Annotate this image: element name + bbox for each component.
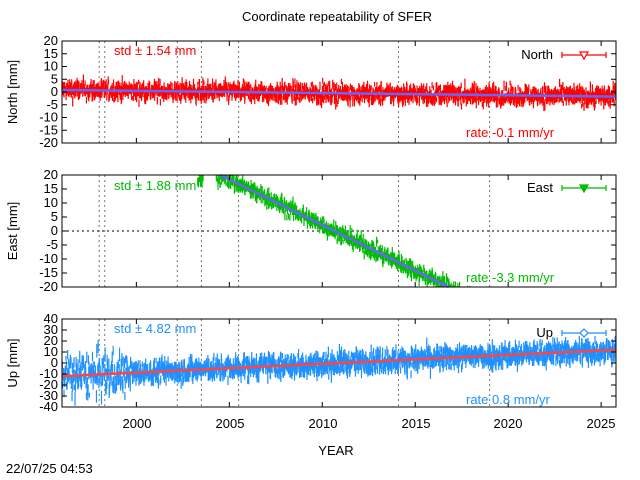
trend-line bbox=[61, 88, 617, 98]
y-tick-label: -20 bbox=[39, 279, 58, 294]
up-legend-symbol bbox=[561, 328, 607, 338]
y-tick-label: 10 bbox=[44, 59, 58, 74]
up-rate-label: rate 0.8 mm/yr bbox=[466, 392, 550, 407]
x-axis: 2000 2005 2010 2015 2020 2025 bbox=[123, 416, 616, 431]
y-tick-label: 15 bbox=[44, 181, 58, 196]
y-tick-label: 5 bbox=[51, 71, 58, 86]
up-std-label: std ± 4.82 mm bbox=[114, 321, 196, 336]
east-ylabel: East [mm] bbox=[5, 202, 20, 261]
x-tick-label-2010: 2010 bbox=[309, 416, 338, 431]
legend-marker bbox=[579, 328, 589, 338]
timestamp-label: 22/07/25 04:53 bbox=[6, 461, 93, 476]
north-ylabel: North [mm] bbox=[5, 60, 20, 124]
x-tick-label-2025: 2025 bbox=[587, 416, 616, 431]
x-tick-label-2005: 2005 bbox=[216, 416, 245, 431]
x-axis-label: YEAR bbox=[318, 443, 353, 458]
y-tick-label: 15 bbox=[44, 46, 58, 61]
north-std-label: std ± 1.54 mm bbox=[114, 43, 196, 58]
up-data-marks bbox=[61, 319, 617, 407]
east-legend-symbol bbox=[561, 184, 607, 194]
y-tick-label: 20 bbox=[44, 33, 58, 48]
y-tick-label: 10 bbox=[44, 344, 58, 359]
y-tick-label: -30 bbox=[39, 388, 58, 403]
up-ylabel: Up [mm] bbox=[5, 338, 20, 387]
y-tick-label: -10 bbox=[39, 110, 58, 125]
y-tick-label: -10 bbox=[39, 251, 58, 266]
east-legend: East bbox=[527, 180, 607, 195]
up-legend: Up bbox=[536, 325, 607, 340]
up-legend-label: Up bbox=[536, 325, 553, 340]
east-rate-label: rate -3.3 mm/yr bbox=[466, 270, 555, 285]
north-rate-label: rate -0.1 mm/yr bbox=[466, 125, 555, 140]
y-tick-label: 0 bbox=[51, 223, 58, 238]
north-legend-label: North bbox=[521, 47, 553, 62]
chart-title: Coordinate repeatability of SFER bbox=[242, 9, 432, 24]
y-tick-label: 0 bbox=[51, 355, 58, 370]
x-tick-label-2015: 2015 bbox=[402, 416, 431, 431]
y-tick-label: 5 bbox=[51, 209, 58, 224]
y-tick-label: 20 bbox=[44, 333, 58, 348]
north-legend-symbol bbox=[561, 51, 607, 61]
trend-line bbox=[219, 173, 450, 289]
y-tick-label: 40 bbox=[44, 311, 58, 326]
legend-marker bbox=[578, 51, 590, 61]
legend-marker bbox=[578, 184, 590, 194]
y-tick-label: -5 bbox=[46, 97, 58, 112]
y-tick-label: -10 bbox=[39, 366, 58, 381]
x-tick-label-2020: 2020 bbox=[494, 416, 523, 431]
east-legend-label: East bbox=[527, 180, 553, 195]
east-data-marks bbox=[62, 173, 616, 289]
trend-line bbox=[61, 348, 617, 378]
y-tick-label: -15 bbox=[39, 122, 58, 137]
y-tick-label: -15 bbox=[39, 265, 58, 280]
y-tick-label: -20 bbox=[39, 135, 58, 150]
north-data-marks bbox=[61, 41, 617, 143]
north-legend: North bbox=[521, 47, 607, 62]
y-tick-label: 0 bbox=[51, 84, 58, 99]
y-tick-label: 20 bbox=[44, 167, 58, 182]
y-tick-label: -5 bbox=[46, 237, 58, 252]
y-tick-label: -40 bbox=[39, 399, 58, 414]
east-std-label: std ± 1.88 mm bbox=[114, 178, 196, 193]
y-tick-label: 10 bbox=[44, 195, 58, 210]
y-tick-label: 30 bbox=[44, 322, 58, 337]
x-tick-label-2000: 2000 bbox=[123, 416, 152, 431]
y-tick-label: -20 bbox=[39, 377, 58, 392]
